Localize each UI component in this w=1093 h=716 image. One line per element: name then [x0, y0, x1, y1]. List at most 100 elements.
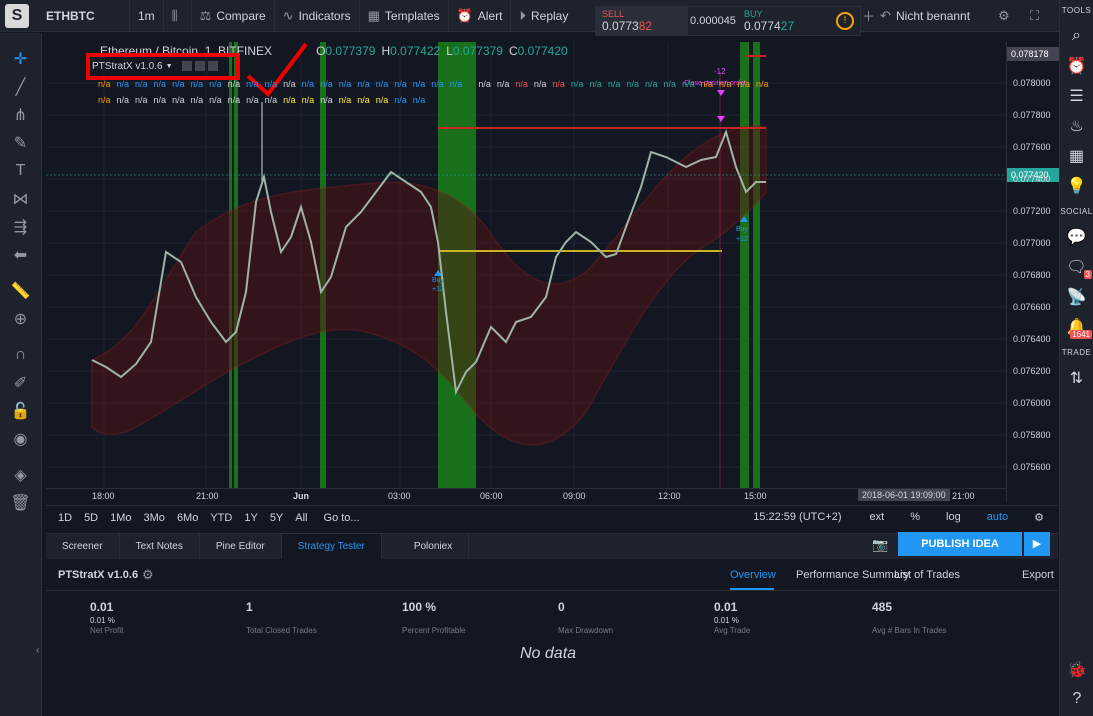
clock[interactable]: 15:22:59 (UTC+2) — [753, 511, 842, 523]
period-all[interactable]: All — [295, 511, 308, 524]
indicator-value: n/a — [515, 79, 528, 89]
period-1mo[interactable]: 1Mo — [110, 511, 132, 524]
trend-line-icon[interactable]: ╱ — [15, 79, 26, 96]
tab-strategy-tester[interactable]: Strategy Tester — [281, 533, 382, 560]
metric-card: 0 Max Drawdown — [558, 600, 613, 635]
tester-tab-export[interactable]: Export — [1022, 569, 1054, 581]
streams-icon[interactable]: 📡 — [1066, 289, 1087, 306]
auto-toggle[interactable]: auto — [986, 511, 1009, 523]
indicator-value: n/a — [190, 79, 204, 89]
arrow-left-icon[interactable]: ⬅ — [13, 247, 28, 264]
tester-tab-overview[interactable]: Overview — [730, 569, 776, 581]
lock-icon[interactable]: 🔓 — [10, 403, 31, 420]
chevron-down-icon[interactable]: ▼ — [165, 62, 173, 70]
price-chart[interactable] — [46, 42, 1006, 502]
alert-button[interactable]: ⏰ Alert — [449, 0, 512, 32]
indicator-value: n/a — [246, 95, 259, 105]
compare-button[interactable]: ⚖ Compare — [192, 0, 275, 32]
period-5y[interactable]: 5Y — [269, 511, 284, 524]
period-1y[interactable]: 1Y — [244, 511, 258, 524]
alarm-icon[interactable]: ⏰ — [1066, 58, 1087, 75]
strategy-settings-icon[interactable]: ⚙ — [142, 567, 154, 582]
indicator-value: n/a — [375, 95, 389, 105]
collapse-left-icon[interactable]: ‹ — [36, 645, 40, 656]
templates-button[interactable]: ▦ Templates — [360, 0, 449, 32]
private-chat-icon[interactable]: 🗨 3 — [1066, 259, 1092, 279]
chat-icon[interactable]: 💬 — [1066, 229, 1087, 246]
gear-icon: ⚙ — [998, 7, 1010, 23]
hotlist-icon[interactable]: ♨ — [1069, 118, 1084, 135]
period-1d[interactable]: 1D — [58, 511, 73, 524]
bar-style-button[interactable]: ⫼ — [164, 0, 192, 32]
buy-button[interactable]: BUY 0.077427 — [738, 7, 830, 35]
indicators-button[interactable]: ∿ Indicators — [275, 0, 360, 32]
camera-icon[interactable]: 📷 — [872, 537, 889, 552]
fullscreen-button[interactable]: ⛶ — [1022, 0, 1052, 32]
symbol-search[interactable]: ETHBTC — [34, 0, 130, 32]
compare-label: Compare — [216, 8, 266, 23]
percent-toggle[interactable]: % — [910, 511, 921, 523]
ext-toggle[interactable]: ext — [869, 511, 885, 523]
log-toggle[interactable]: log — [946, 511, 961, 523]
ruler-icon[interactable]: 📏 — [10, 283, 31, 300]
layout-name[interactable]: Nicht benannt — [896, 8, 971, 23]
layers-icon[interactable]: ◈ — [14, 467, 27, 484]
info-button[interactable]: ! — [830, 7, 860, 35]
magnet-icon[interactable]: ∩ — [14, 346, 27, 363]
tools-section-label: TOOLS — [1061, 6, 1092, 15]
replay-button[interactable]: ⏵ Replay — [511, 0, 576, 32]
add-button[interactable]: ＋ — [858, 0, 884, 32]
zoom-icon[interactable]: ⊕ — [13, 311, 28, 328]
pattern-icon[interactable]: ⋈ — [12, 191, 29, 208]
strategy-name[interactable]: PTStratX v1.0.6 — [58, 569, 139, 581]
tab-pine-editor[interactable]: Pine Editor — [200, 533, 282, 560]
period-3mo[interactable]: 3Mo — [143, 511, 165, 524]
eye-icon[interactable]: ◉ — [13, 431, 28, 448]
checkmark-annotation — [246, 42, 308, 97]
logo[interactable]: S — [0, 0, 34, 32]
price-axis[interactable]: 0.078178 0.077420 0.078000 0.077800 0.0776… — [1006, 42, 1059, 502]
trash-icon[interactable]: 🗑 — [10, 495, 31, 512]
indicator-value: n/a — [449, 79, 463, 89]
axis-settings-icon[interactable]: ⚙ — [1034, 512, 1044, 524]
pencil-lock-icon[interactable]: ✐ — [13, 375, 28, 392]
ideas-icon[interactable]: 💡 — [1066, 178, 1087, 195]
sell-button[interactable]: SELL 0.077382 — [596, 7, 688, 35]
settings-button[interactable]: ⚙ — [990, 0, 1023, 32]
play-icon[interactable]: ▶ — [1024, 532, 1050, 556]
tab-text-notes[interactable]: Text Notes — [120, 533, 200, 560]
period-5d[interactable]: 5D — [84, 511, 99, 524]
indicator-value: n/a — [283, 79, 296, 89]
help-icon[interactable]: ? — [1072, 690, 1082, 707]
tab-poloniex[interactable]: Poloniex — [382, 533, 470, 560]
prediction-icon[interactable]: ⇶ — [13, 219, 28, 236]
indicator-visibility-icon[interactable] — [194, 61, 205, 71]
indicator-settings-icon[interactable] — [181, 61, 192, 71]
period-6mo[interactable]: 6Mo — [176, 511, 199, 524]
publish-idea-button[interactable]: PUBLISH IDEA — [898, 532, 1022, 556]
time-axis[interactable]: 18:00 21:00 Jun 03:00 06:00 09:00 12:00 15:00 21… — [46, 488, 1006, 502]
tester-tab-performance-summary[interactable]: Performance Summary — [796, 569, 910, 581]
calendar-icon[interactable]: ▦ — [1068, 148, 1085, 165]
brush-icon[interactable]: ✎ — [13, 135, 28, 152]
undo-button[interactable]: ↶ — [876, 0, 900, 32]
tab-screener[interactable]: Screener — [46, 533, 120, 560]
tester-tab-list-of-trades[interactable]: List of Trades — [894, 569, 961, 581]
trade-icon[interactable]: ⇅ — [1069, 370, 1084, 387]
search-icon[interactable]: ⌕ — [1072, 27, 1081, 44]
interval-button[interactable]: 1m — [130, 0, 164, 32]
indicator-value: n/a — [320, 95, 333, 105]
indicator-value: n/a — [320, 79, 333, 89]
watchlist-icon[interactable]: ☰ — [1069, 88, 1084, 105]
fib-icon[interactable]: ⋔ — [13, 107, 28, 124]
indicator-name[interactable]: PTStratX v1.0.6 — [92, 60, 163, 72]
bug-icon[interactable]: 🐞 — [1067, 662, 1087, 679]
crosshair-icon[interactable]: ✛ — [13, 51, 28, 68]
indicator-close-icon[interactable] — [207, 61, 218, 71]
goto-button[interactable]: Go to... — [323, 511, 360, 524]
indicator-value: n/a — [209, 95, 222, 105]
period-ytd[interactable]: YTD — [210, 511, 233, 524]
indicator-legend[interactable]: PTStratX v1.0.6 ▼ — [92, 58, 218, 74]
notifications-icon[interactable]: 🔔 1641 — [1066, 319, 1092, 339]
text-icon[interactable]: T — [15, 162, 26, 179]
